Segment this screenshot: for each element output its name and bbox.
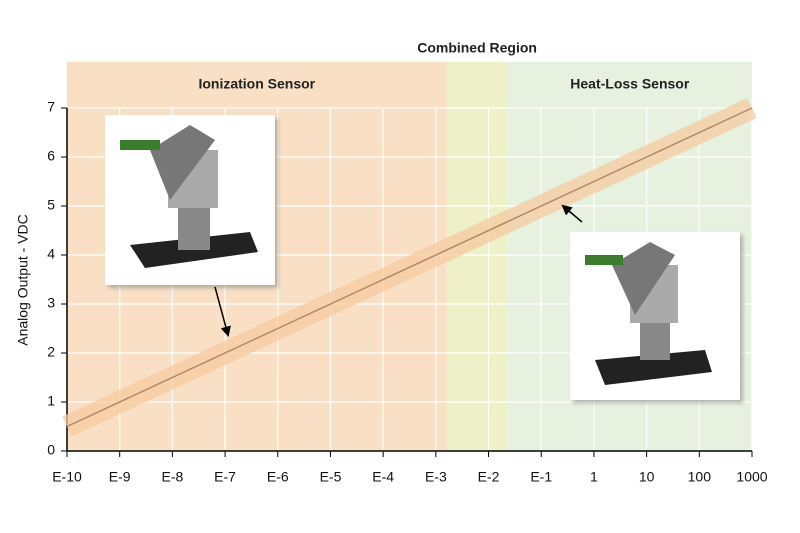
region-header <box>507 62 752 108</box>
y-axis-label: Analog Output - VDC <box>15 214 31 346</box>
y-tick-label: 7 <box>47 99 55 115</box>
line <box>66 107 753 428</box>
x-tick-label: E-10 <box>52 469 82 485</box>
y-tick-label: 4 <box>47 246 55 262</box>
x-tick-label: 1 <box>590 469 598 485</box>
region-header <box>446 62 508 108</box>
y-tick-label: 2 <box>47 344 55 360</box>
region-label: Combined Region <box>417 40 537 56</box>
x-tick-label: 1000 <box>736 469 767 485</box>
y-tick-label: 3 <box>47 295 55 311</box>
x-tick-label: E-2 <box>478 469 500 485</box>
x-tick-label: 100 <box>688 469 712 485</box>
x-tick-label: 10 <box>639 469 655 485</box>
y-tick-label: 1 <box>47 393 55 409</box>
x-tick-label: E-6 <box>267 469 289 485</box>
y-tick-label: 6 <box>47 148 55 164</box>
x-tick-label: E-9 <box>109 469 131 485</box>
y-tick-label: 5 <box>47 197 55 213</box>
heat-loss-sensor-photo <box>570 232 740 400</box>
x-tick-label: E-4 <box>372 469 394 485</box>
x-tick-label: E-5 <box>320 469 342 485</box>
region-label: Ionization Sensor <box>198 76 315 92</box>
arrow <box>561 204 583 223</box>
y-tick-label: 0 <box>47 442 55 458</box>
x-tick-label: E-3 <box>425 469 447 485</box>
x-tick-label: E-8 <box>161 469 183 485</box>
x-tick-label: E-1 <box>530 469 552 485</box>
region-header <box>67 62 447 108</box>
region-label: Heat-Loss Sensor <box>570 76 690 92</box>
arrow <box>214 286 231 338</box>
ionization-sensor-photo <box>105 115 275 285</box>
x-tick-label: E-7 <box>214 469 236 485</box>
